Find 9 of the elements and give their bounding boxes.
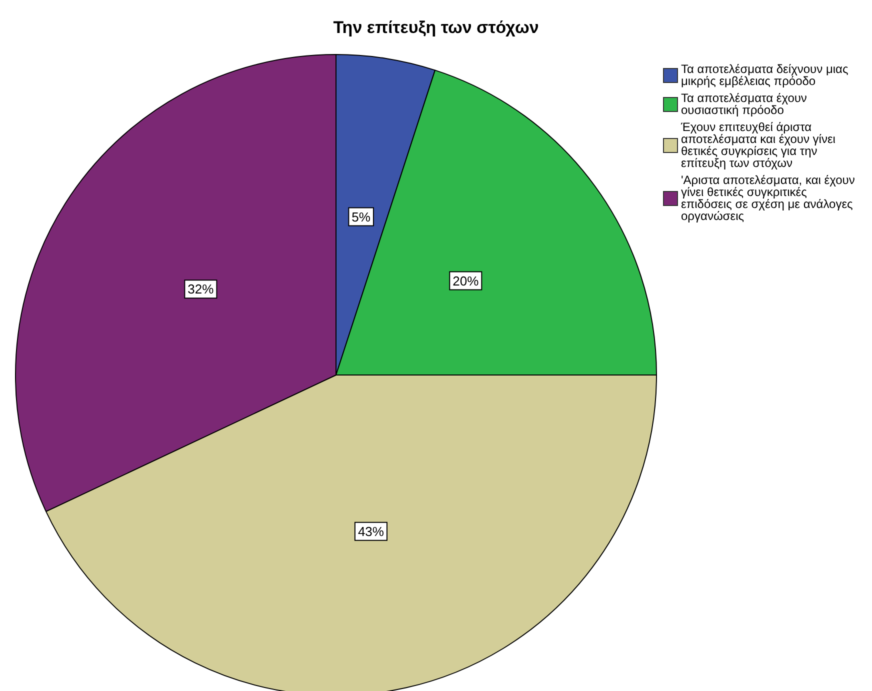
data-label: 43% bbox=[358, 524, 384, 539]
legend-label: 'Αριστα αποτελέσματα, και έχουν γίνει θετικές συγκριτικές επιδόσεις σε σχέση με ανάλογες οργανώσεις bbox=[681, 173, 856, 223]
data-label: 32% bbox=[188, 282, 214, 297]
data-label: 5% bbox=[352, 209, 371, 224]
chart-title: Την επίτευξη των στόχων bbox=[332, 18, 540, 38]
legend-label: Τα αποτελέσματα δείχνουν μιας μικρής εμβέλειας πρόοδο bbox=[681, 62, 850, 88]
legend-label: Έχουν επιτευχθεί άριστα αποτελέσματα και έχουν γίνει θετικές συγκρίσεις για την επίτευξη των στόχων bbox=[681, 120, 836, 170]
legend-label: Τα αποτελέσματα έχουν ουσιαστική πρόοδο bbox=[681, 91, 808, 117]
data-label: 20% bbox=[452, 273, 480, 288]
